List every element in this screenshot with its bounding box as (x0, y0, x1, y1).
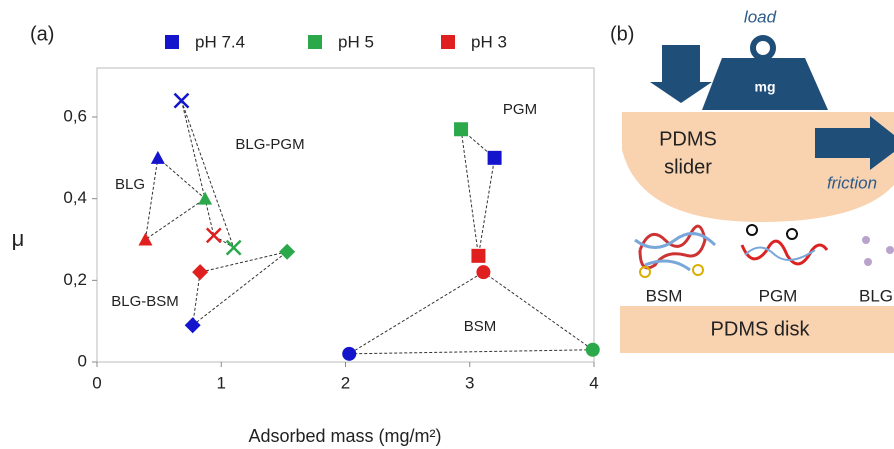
blg-molecule (864, 258, 872, 266)
diagram: (b) load mg PDMS slider friction BSM PGM… (610, 7, 894, 353)
point (198, 192, 212, 205)
x-tick-label: 0 (92, 373, 101, 392)
pgm-group (787, 229, 797, 239)
panel-label: (a) (30, 23, 54, 45)
load-label: load (744, 7, 777, 26)
point (174, 94, 188, 108)
weight-handle (753, 38, 773, 58)
y-tick-label: 0,6 (63, 106, 87, 125)
point (279, 244, 295, 260)
connector (349, 272, 593, 354)
pgm-group (747, 225, 757, 235)
connector (145, 158, 205, 240)
friction-label: friction (827, 173, 877, 192)
legend-label: pH 3 (471, 32, 507, 51)
y-tick-label: 0,2 (63, 270, 87, 289)
blg-molecule (862, 236, 870, 244)
molecule-label: BSM (646, 286, 683, 305)
point (185, 317, 201, 333)
x-axis-label: Adsorbed mass (mg/m²) (248, 426, 441, 446)
group-label: BLG (115, 176, 145, 193)
connector (181, 101, 233, 248)
point (207, 228, 221, 242)
figure: (a) Adsorbed mass (mg/m²) μ (b) load mg … (0, 0, 894, 449)
connector (193, 252, 287, 326)
point (342, 347, 356, 361)
point (586, 343, 600, 357)
connector (461, 129, 495, 256)
point (476, 265, 490, 279)
point (471, 249, 485, 263)
panel-label: (b) (610, 23, 634, 45)
point (488, 151, 502, 165)
bsm-group (693, 265, 703, 275)
weight-label: mg (755, 79, 776, 95)
legend-swatch (165, 35, 179, 49)
molecule-label: PGM (759, 286, 798, 305)
slider-label: PDMS (659, 128, 717, 150)
y-tick-label: 0,4 (63, 188, 87, 207)
legend-swatch (308, 35, 322, 49)
y-axis-label: μ (12, 226, 25, 251)
group-label: BLG-BSM (111, 293, 179, 310)
y-tick-label: 0 (78, 351, 87, 370)
blg-molecule (886, 246, 894, 254)
group-label: BLG-PGM (235, 136, 304, 153)
x-tick-label: 2 (341, 373, 350, 392)
legend-swatch (441, 35, 455, 49)
point (227, 241, 241, 255)
point (151, 151, 165, 164)
slider-label: slider (664, 156, 712, 178)
point (192, 264, 208, 280)
group-label: PGM (503, 101, 537, 118)
x-tick-label: 4 (589, 373, 598, 392)
disk-label: PDMS disk (711, 318, 811, 340)
molecule-label: BLG (859, 286, 893, 305)
group-label: BSM (464, 318, 497, 335)
x-tick-label: 1 (217, 373, 226, 392)
point (454, 122, 468, 136)
point (138, 233, 152, 246)
legend-label: pH 7.4 (195, 32, 245, 51)
load-arrow (650, 45, 712, 103)
x-tick-label: 3 (465, 373, 474, 392)
legend-label: pH 5 (338, 32, 374, 51)
